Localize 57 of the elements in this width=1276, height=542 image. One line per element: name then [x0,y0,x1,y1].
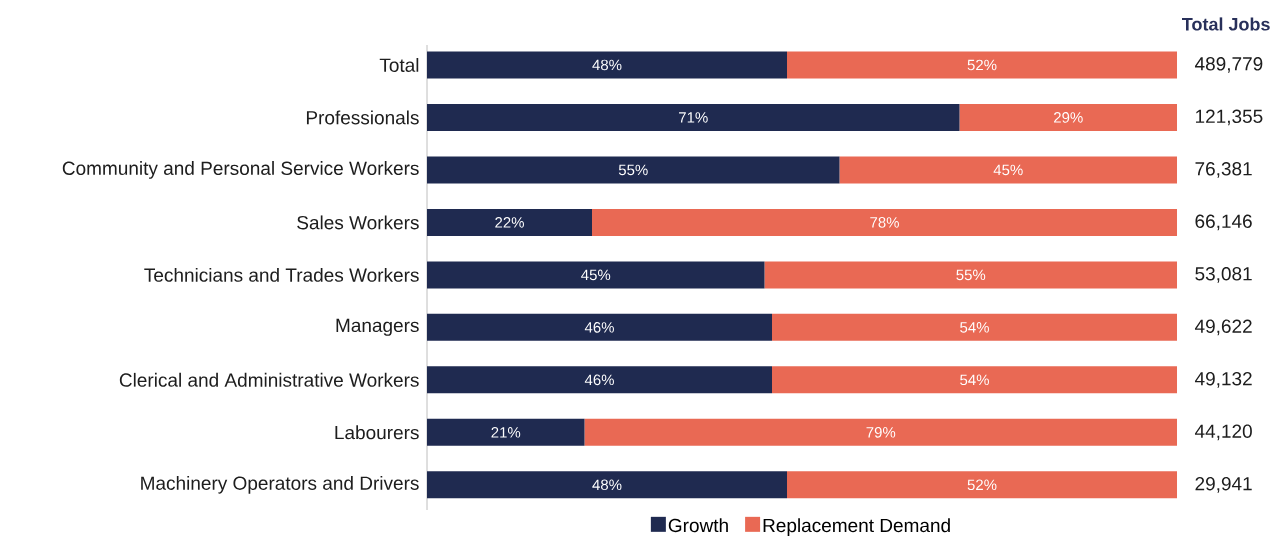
data-label: 45% [581,269,611,281]
data-label: 29% [1054,112,1083,123]
text: 29,941 [1195,476,1252,493]
data-label: 21% [491,427,521,438]
y-tick-label: Professionals [306,110,419,125]
bar [427,366,773,394]
data-label: 54% [960,374,989,386]
data-label: 45% [993,164,1023,176]
bar [787,471,1178,499]
data-label: 79% [866,427,896,438]
bar [427,208,592,236]
text: Total Jobs [1182,17,1270,31]
legend-label: Replacement Demand [763,518,950,536]
y-tick-label: Machinery Operators and Drivers [141,475,419,494]
bar [584,418,1178,446]
data-label: 71% [679,112,708,123]
bar [787,51,1178,79]
bar [772,313,1178,341]
data-label: 46% [584,374,614,386]
data-label: 22% [495,217,524,228]
bar [427,418,585,446]
text: 49,622 [1194,319,1252,336]
text: 66,146 [1195,214,1252,231]
bar [839,156,1178,184]
text: 49,132 [1194,371,1252,388]
y-tick-label: Labourers [335,425,419,440]
y-tick-label: Clerical and Administrative Workers [119,372,419,387]
data-label: 46% [584,322,614,333]
data-label: 48% [592,59,622,71]
data-label: 48% [592,479,622,491]
text: 53,081 [1195,267,1252,283]
y-tick-label: Total [379,57,419,72]
data-label: 55% [956,269,986,281]
text: 121,355 [1195,109,1263,126]
bar [592,208,1178,236]
data-label: 78% [870,217,899,228]
bar [772,366,1178,394]
y-tick-label: Sales Workers [297,215,419,230]
y-tick-label: Managers [336,318,419,336]
bar [959,103,1178,131]
bar [427,156,840,184]
data-label: 54% [960,322,989,333]
y-tick-label: Community and Personal Service Workers [62,161,419,179]
text: 489,779 [1194,57,1263,73]
y-tick-label: Technicians and Trades Workers [144,267,419,282]
bar [427,261,765,289]
bar [427,471,788,499]
bar [427,103,960,131]
data-label: 52% [967,479,997,491]
data-label: 52% [967,59,997,71]
bar [427,313,773,341]
legend-label: Growth [668,518,728,533]
bar [764,261,1178,289]
text: 44,120 [1194,424,1252,441]
bar [427,51,788,79]
data-label: 55% [618,164,648,176]
text: 76,381 [1195,162,1252,178]
